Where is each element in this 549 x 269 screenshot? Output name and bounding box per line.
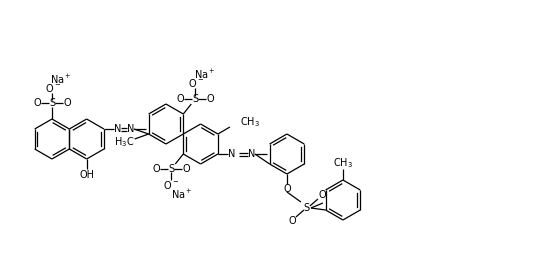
Text: Na$^+$: Na$^+$ <box>193 68 215 80</box>
Text: O$^-$: O$^-$ <box>163 179 180 191</box>
Text: N: N <box>127 124 135 134</box>
Text: S: S <box>49 98 55 108</box>
Text: O: O <box>176 94 184 104</box>
Text: O: O <box>288 216 296 226</box>
Text: O: O <box>318 190 326 200</box>
Text: O: O <box>153 164 160 174</box>
Text: S: S <box>168 164 175 174</box>
Text: CH$_3$: CH$_3$ <box>333 156 353 170</box>
Text: Na$^+$: Na$^+$ <box>171 187 192 201</box>
Text: O$^-$: O$^-$ <box>45 82 61 94</box>
Text: CH$_3$: CH$_3$ <box>240 115 260 129</box>
Text: O$^-$: O$^-$ <box>188 77 204 89</box>
Text: H$_3$C: H$_3$C <box>115 135 135 149</box>
Text: OH: OH <box>79 170 94 180</box>
Text: O: O <box>33 98 41 108</box>
Text: Na$^+$: Na$^+$ <box>50 72 72 86</box>
Text: O: O <box>182 164 190 174</box>
Text: S: S <box>192 94 198 104</box>
Text: O: O <box>63 98 71 108</box>
Text: N: N <box>248 149 256 159</box>
Text: O: O <box>283 184 291 194</box>
Text: O: O <box>206 94 214 104</box>
Text: N: N <box>114 124 122 134</box>
Text: N: N <box>228 149 236 159</box>
Text: S: S <box>304 203 310 213</box>
